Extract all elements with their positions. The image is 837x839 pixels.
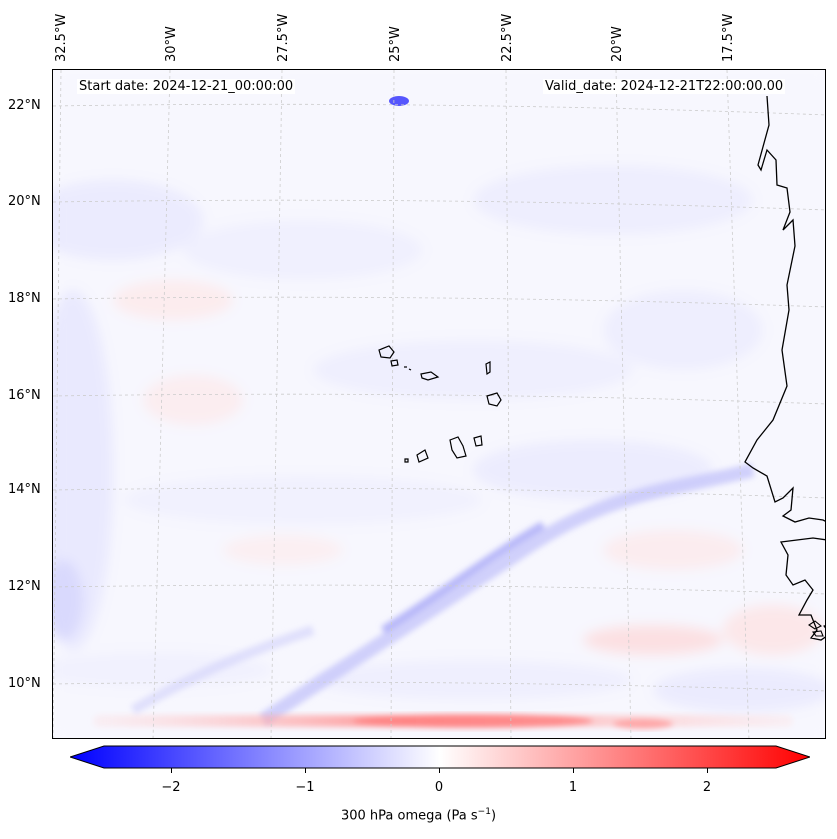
- lat-label-22n: 22°N: [8, 98, 41, 113]
- map-panel[interactable]: [52, 69, 826, 739]
- colorbar: [70, 745, 810, 769]
- lat-label-12n: 12°N: [8, 579, 41, 594]
- cb-tick-label: 1: [568, 780, 578, 795]
- lat-label-18n: 18°N: [8, 291, 41, 306]
- lat-label-16n: 16°N: [8, 388, 41, 403]
- cb-tick-label: −2: [161, 780, 181, 795]
- lon-label-20w: 20°W: [610, 26, 625, 62]
- strong-ascent-blob: [389, 96, 409, 106]
- lon-label-25w: 25°W: [388, 26, 403, 62]
- start-date-label: Start date: 2024-12-21_00:00:00: [77, 79, 296, 94]
- gridlines: [53, 70, 825, 738]
- lon-label-22-5w: 22.5°W: [500, 13, 515, 62]
- valid-date-label: Valid_date: 2024-12-21T22:00:00.00: [543, 79, 786, 94]
- lon-label-32-5w: 32.5°W: [54, 13, 69, 62]
- cb-tick-label: 0: [434, 780, 444, 795]
- cb-tick-mark: [707, 768, 708, 773]
- lat-label-20n: 20°N: [8, 194, 41, 209]
- lon-label-30w: 30°W: [164, 26, 179, 62]
- cb-tick-label: 2: [702, 780, 712, 795]
- cb-tick-mark: [573, 768, 574, 773]
- colorbar-label: 300 hPa omega (Pa s−1): [340, 807, 497, 824]
- ascending-band-feature: [93, 714, 793, 729]
- cb-tick-mark: [439, 768, 440, 773]
- lon-label-27-5w: 27.5°W: [276, 13, 291, 62]
- lat-label-14n: 14°N: [8, 482, 41, 497]
- cb-tick-label: −1: [295, 780, 315, 795]
- lat-label-10n: 10°N: [8, 676, 41, 691]
- bijagos-islands: [808, 620, 825, 637]
- cb-tick-mark: [171, 768, 172, 773]
- omega-field-map: [53, 70, 825, 738]
- omega-field-patches: [53, 70, 825, 738]
- lon-label-17-5w: 17.5°W: [721, 13, 736, 62]
- cb-tick-mark: [305, 768, 306, 773]
- west-africa-coastline: [744, 95, 825, 641]
- cape-verde-islands: [378, 345, 502, 463]
- descending-band-feature: [130, 463, 755, 726]
